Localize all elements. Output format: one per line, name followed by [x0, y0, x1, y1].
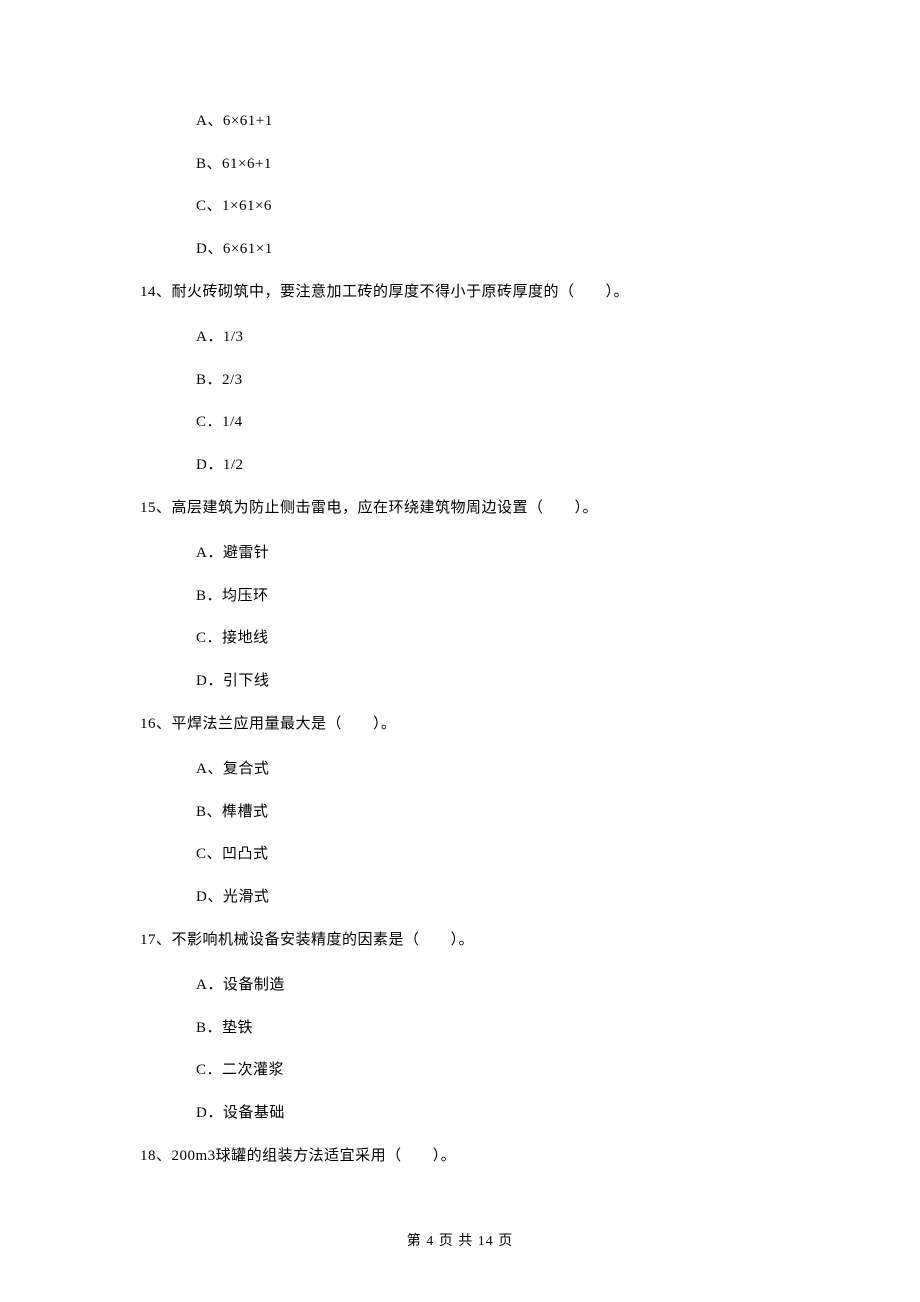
prelude-option: A、6×61+1 — [196, 110, 780, 133]
question-16-option: D、光滑式 — [196, 886, 780, 909]
question-18: 18、200m3球罐的组装方法适宜采用（ ）。 — [140, 1144, 780, 1168]
question-15: 15、高层建筑为防止侧击雷电，应在环绕建筑物周边设置（ ）。 — [140, 496, 780, 520]
question-15-option: B．均压环 — [196, 585, 780, 608]
question-14-option: B．2/3 — [196, 369, 780, 392]
question-14-option: A．1/3 — [196, 326, 780, 349]
question-number: 18、 — [140, 1148, 172, 1164]
question-stem: 平焊法兰应用量最大是（ ）。 — [172, 716, 397, 732]
question-15-option: D．引下线 — [196, 670, 780, 693]
question-stem: 不影响机械设备安装精度的因素是（ ）。 — [172, 932, 475, 948]
question-14-option: D．1/2 — [196, 454, 780, 477]
question-15-option: A．避雷针 — [196, 542, 780, 565]
page-footer: 第 4 页 共 14 页 — [0, 1230, 920, 1250]
question-16-option: C、凹凸式 — [196, 843, 780, 866]
prelude-option: D、6×61×1 — [196, 238, 780, 261]
question-16-option: B、榫槽式 — [196, 801, 780, 824]
prelude-option: B、61×6+1 — [196, 153, 780, 176]
question-17-option: D．设备基础 — [196, 1102, 780, 1125]
question-16: 16、平焊法兰应用量最大是（ ）。 — [140, 712, 780, 736]
question-17-option: B．垫铁 — [196, 1017, 780, 1040]
question-stem: 高层建筑为防止侧击雷电，应在环绕建筑物周边设置（ ）。 — [172, 500, 599, 516]
question-17-option: C．二次灌浆 — [196, 1059, 780, 1082]
question-number: 14、 — [140, 284, 172, 300]
question-number: 17、 — [140, 932, 172, 948]
question-number: 16、 — [140, 716, 172, 732]
question-number: 15、 — [140, 500, 172, 516]
page-content: A、6×61+1 B、61×6+1 C、1×61×6 D、6×61×1 14、耐… — [0, 0, 920, 1168]
question-14: 14、耐火砖砌筑中，要注意加工砖的厚度不得小于原砖厚度的（ ）。 — [140, 280, 780, 304]
prelude-option: C、1×61×6 — [196, 195, 780, 218]
question-17-option: A．设备制造 — [196, 974, 780, 997]
question-15-option: C．接地线 — [196, 627, 780, 650]
question-stem: 200m3球罐的组装方法适宜采用（ ）。 — [172, 1148, 457, 1164]
question-17: 17、不影响机械设备安装精度的因素是（ ）。 — [140, 928, 780, 952]
question-16-option: A、复合式 — [196, 758, 780, 781]
question-stem: 耐火砖砌筑中，要注意加工砖的厚度不得小于原砖厚度的（ ）。 — [172, 284, 630, 300]
question-14-option: C．1/4 — [196, 411, 780, 434]
